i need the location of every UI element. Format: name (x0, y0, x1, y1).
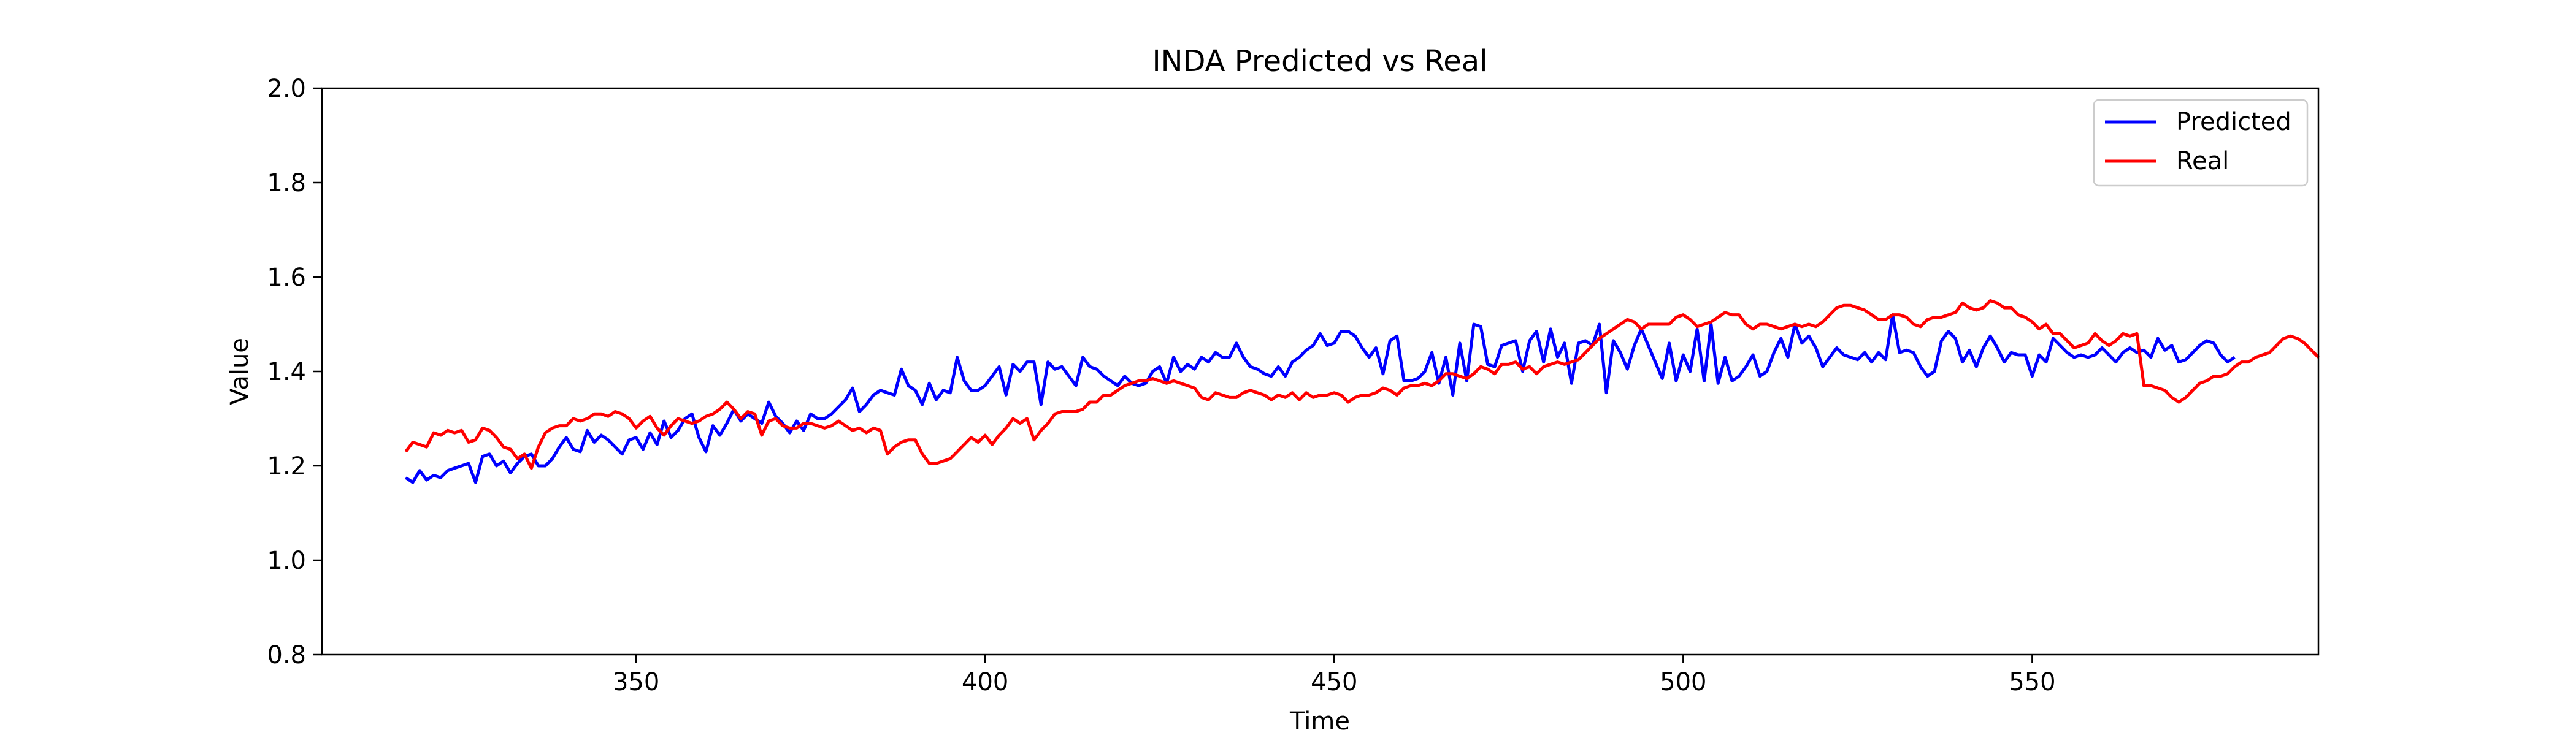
x-tick-label: 450 (1311, 668, 1357, 696)
y-tick-label: 1.0 (267, 547, 306, 575)
series-line-predicted (405, 313, 2236, 484)
legend-label-predicted: Predicted (2176, 108, 2291, 136)
axis-ticks: 350 400 450 500 550 0.8 1.0 1.2 1.4 1.6 1.8 2.0 (267, 75, 2055, 696)
y-tick-label: 1.2 (267, 452, 306, 481)
y-tick-label: 2.0 (267, 75, 306, 103)
x-tick-label: 400 (962, 668, 1008, 696)
y-axis-label: Value (226, 338, 254, 405)
y-tick-label: 1.6 (267, 264, 306, 292)
y-tick-label: 1.8 (267, 169, 306, 197)
series-line-real (404, 299, 2320, 470)
legend-label-real: Real (2176, 147, 2229, 175)
plot-frame (321, 87, 2320, 656)
y-tick-label: 1.4 (267, 358, 306, 386)
chart-title: INDA Predicted vs Real (1152, 44, 1487, 78)
x-axis-label: Time (1289, 707, 1350, 736)
series-lines (404, 299, 2320, 484)
legend: Predicted Real (2093, 99, 2309, 187)
x-tick-label: 500 (1660, 668, 1706, 696)
x-tick-label: 550 (2009, 668, 2055, 696)
y-tick-label: 0.8 (267, 641, 306, 669)
x-tick-label: 350 (613, 668, 659, 696)
